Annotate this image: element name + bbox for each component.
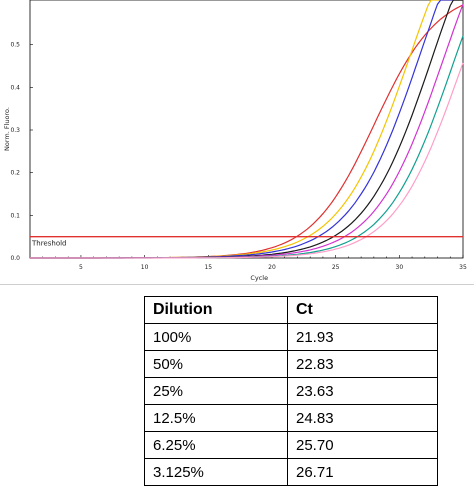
divider — [0, 284, 474, 285]
dilution-cell: 100% — [144, 323, 288, 351]
threshold-label: Threshold — [31, 240, 67, 248]
ct-cell: 21.93 — [287, 323, 438, 351]
table-row: 50% 22.83 — [144, 350, 438, 378]
dilution-cell: 50% — [144, 350, 288, 378]
table-header-row: Dilution Ct — [144, 296, 438, 324]
y-tick-label: 0.4 — [10, 84, 20, 91]
x-tick-label: 5 — [79, 264, 83, 271]
header-ct: Ct — [287, 296, 438, 324]
dilution-cell: 3.125% — [144, 458, 288, 486]
y-tick-label: 0.3 — [10, 127, 20, 134]
table-row: 12.5% 24.83 — [144, 404, 438, 432]
x-tick-label: 30 — [396, 264, 404, 271]
table-row: 6.25% 25.70 — [144, 431, 438, 459]
series-line — [30, 62, 464, 259]
table-row: 100% 21.93 — [144, 323, 438, 351]
y-tick-label: 0.1 — [10, 212, 20, 219]
table-row: 3.125% 26.71 — [144, 458, 438, 486]
x-tick-label: 15 — [204, 264, 212, 271]
amplification-chart: 0.0 0.1 0.2 0.3 0.4 0.5 5 10 15 20 25 30 35 Thresho… — [3, 0, 467, 282]
x-tick-label: 35 — [459, 264, 467, 271]
y-tick-label: 0.5 — [10, 42, 20, 49]
ct-cell: 23.63 — [287, 377, 438, 405]
x-tick-label: 10 — [141, 264, 149, 271]
x-axis-label: Cycle — [250, 274, 268, 282]
y-axis-ticks: 0.0 0.1 0.2 0.3 0.4 0.5 — [10, 42, 33, 262]
ct-cell: 22.83 — [287, 350, 438, 378]
x-tick-label: 25 — [332, 264, 340, 271]
x-tick-label: 20 — [268, 264, 276, 271]
ct-cell: 25.70 — [287, 431, 438, 459]
dilution-cell: 12.5% — [144, 404, 288, 432]
table-row: 25% 23.63 — [144, 377, 438, 405]
series-layer — [30, 0, 464, 259]
header-dilution: Dilution — [144, 296, 288, 324]
y-axis-label: Norm. Fluoro. — [3, 107, 11, 151]
plot-frame — [29, 0, 464, 259]
ct-cell: 26.71 — [287, 458, 438, 486]
y-tick-label: 0.2 — [10, 170, 20, 177]
ct-table: Dilution Ct 100% 21.93 50% 22.83 25% 23.63 … — [144, 296, 438, 486]
dilution-cell: 6.25% — [144, 431, 288, 459]
y-tick-label: 0.0 — [10, 255, 20, 262]
dilution-cell: 25% — [144, 377, 288, 405]
ct-cell: 24.83 — [287, 404, 438, 432]
